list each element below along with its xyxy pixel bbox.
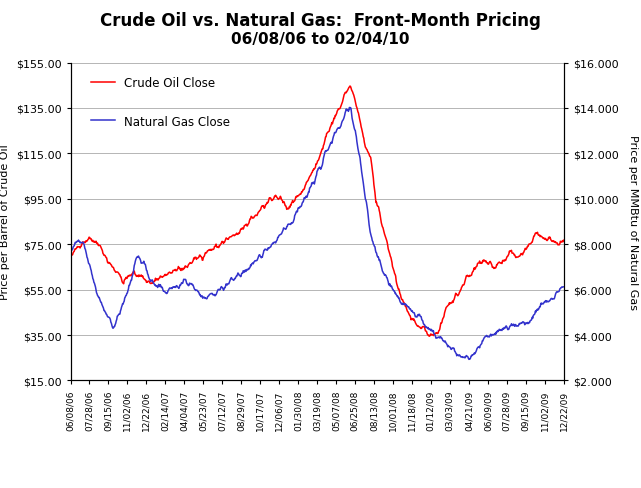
Natural Gas Close xyxy=(217,284,225,290)
Natural Gas Close xyxy=(465,357,473,363)
Text: 06/08/06 to 02/04/10: 06/08/06 to 02/04/10 xyxy=(231,32,410,47)
Natural Gas Close xyxy=(67,249,74,255)
Crude Oil Close xyxy=(502,258,510,264)
Natural Gas Close xyxy=(351,126,358,132)
Legend: Natural Gas Close: Natural Gas Close xyxy=(87,111,235,133)
Natural Gas Close xyxy=(560,284,568,290)
Crude Oil Close xyxy=(114,270,122,276)
Y-axis label: Price per MMBtu of Natural Gas: Price per MMBtu of Natural Gas xyxy=(628,135,638,309)
Crude Oil Close xyxy=(425,334,433,340)
Crude Oil Close xyxy=(346,84,354,90)
Natural Gas Close xyxy=(323,148,331,154)
Natural Gas Close xyxy=(481,334,489,340)
Y-axis label: Price per Barrel of Crude Oil: Price per Barrel of Crude Oil xyxy=(0,144,10,300)
Natural Gas Close xyxy=(114,313,122,319)
Natural Gas Close xyxy=(345,105,353,111)
Crude Oil Close xyxy=(323,131,331,137)
Crude Oil Close xyxy=(560,238,568,244)
Line: Crude Oil Close: Crude Oil Close xyxy=(71,87,564,337)
Crude Oil Close xyxy=(351,95,358,101)
Crude Oil Close xyxy=(481,259,489,265)
Natural Gas Close xyxy=(502,324,510,330)
Text: Crude Oil vs. Natural Gas:  Front-Month Pricing: Crude Oil vs. Natural Gas: Front-Month P… xyxy=(100,12,541,30)
Crude Oil Close xyxy=(217,241,225,246)
Crude Oil Close xyxy=(67,253,74,259)
Line: Natural Gas Close: Natural Gas Close xyxy=(71,108,564,360)
